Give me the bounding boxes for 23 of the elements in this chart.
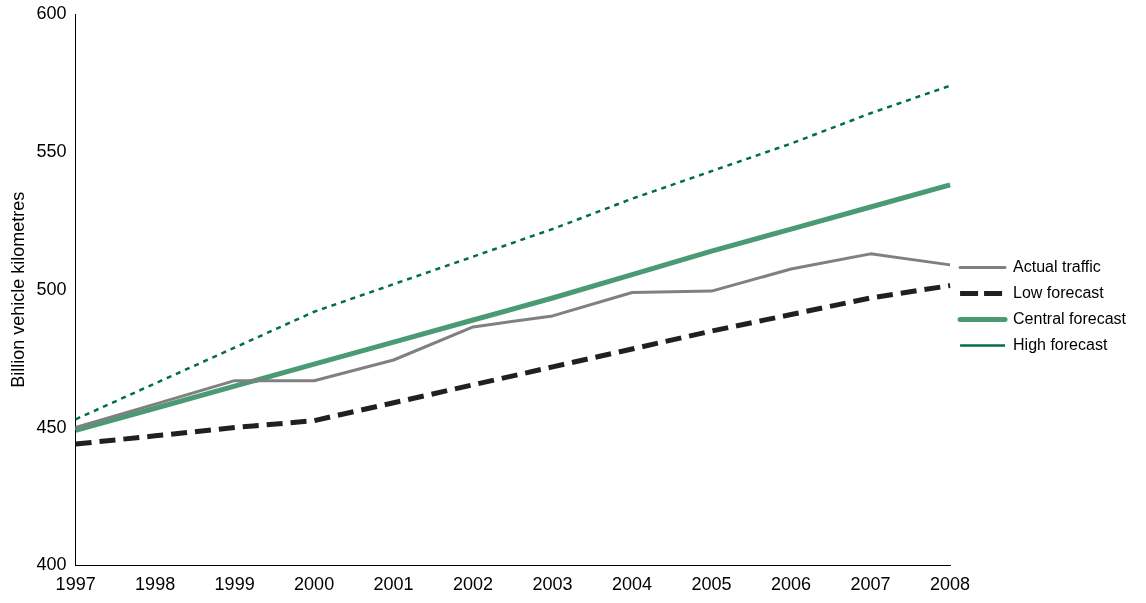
y-tick-label: 600 [36,2,67,23]
x-tick-label: 2002 [453,574,494,595]
x-tick-label: 2007 [850,574,891,595]
y-axis-title: Billion vehicle kilometres [7,191,28,388]
legend-label: High forecast [1013,335,1108,353]
x-tick-label: 2000 [294,574,335,595]
legend-label: Low forecast [1013,283,1105,301]
legend-label: Central forecast [1013,309,1127,327]
y-tick-label: 400 [36,554,67,575]
line-series [74,84,952,421]
x-tick-label: 1998 [135,574,176,595]
legend-label: Actual traffic [1013,257,1101,275]
x-tick-label: 1997 [55,574,96,595]
x-tick-label: 2005 [691,574,732,595]
x-tick-label: 2008 [930,574,971,595]
x-tick-label: 1999 [214,574,255,595]
x-tick-label: 2006 [771,574,812,595]
y-tick-label: 500 [36,278,67,299]
x-tick-label: 2004 [612,574,653,595]
x-tick-label: 2003 [532,574,573,595]
y-tick-label: 550 [36,140,67,161]
x-tick-label: 2001 [373,574,414,595]
y-tick-label: 450 [36,416,67,437]
